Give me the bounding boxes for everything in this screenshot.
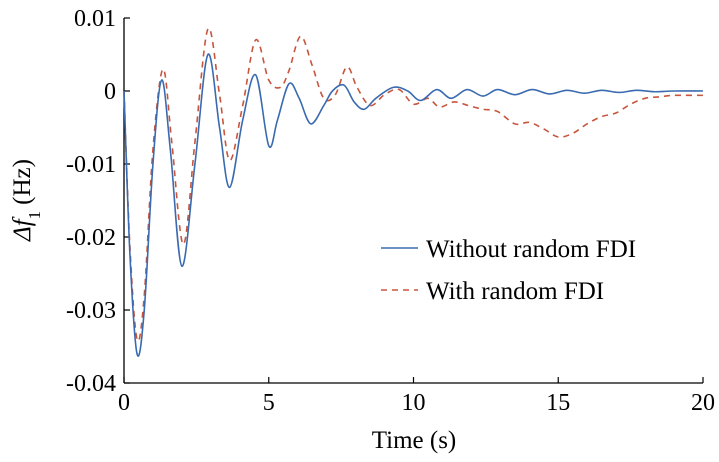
x-tick-label: 10	[402, 390, 426, 416]
x-ticks: 0 5 10 15 20	[118, 377, 715, 416]
y-tick-label: -0.03	[66, 298, 116, 324]
y-axis-label-unit: (Hz)	[9, 159, 36, 205]
y-tick-label: -0.02	[66, 225, 116, 251]
y-axis-label-subscript: 1	[25, 211, 44, 220]
y-axis-label-symbol: Δf	[9, 216, 36, 242]
y-tick-label: 0.01	[74, 6, 116, 32]
y-tick-label: -0.04	[66, 371, 116, 397]
plot-area: 0 5 10 15 20 0.01 0 -0.01 -0.02 -0.03 -0.04	[66, 6, 715, 416]
x-tick-label: 0	[118, 390, 130, 416]
y-tick-label: 0	[104, 79, 116, 105]
series-line-without-fdi	[123, 53, 704, 357]
y-tick-label: -0.01	[66, 152, 116, 178]
y-ticks: 0.01 0 -0.01 -0.02 -0.03 -0.04	[66, 6, 130, 397]
series-line-with-fdi	[123, 27, 704, 342]
x-tick-label: 15	[546, 390, 570, 416]
legend-label-without-fdi: Without random FDI	[426, 236, 636, 263]
y-axis-label: Δf1 (Hz)	[9, 159, 44, 242]
series-layer	[123, 27, 704, 357]
x-tick-label: 5	[263, 390, 275, 416]
x-axis-label: Time (s)	[372, 427, 457, 454]
legend-label-with-fdi: With random FDI	[426, 278, 604, 305]
x-tick-label: 20	[691, 390, 715, 416]
legend: Without random FDI With random FDI	[381, 236, 636, 305]
